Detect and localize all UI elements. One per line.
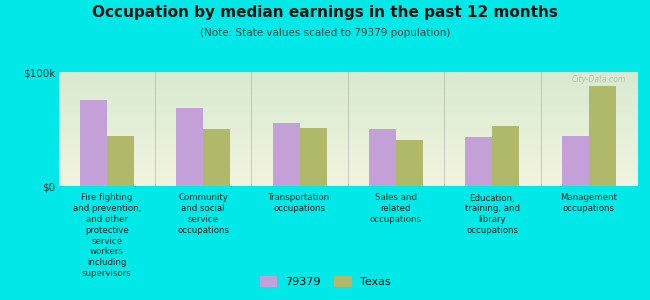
Text: Transportation
occupations: Transportation occupations bbox=[268, 194, 331, 213]
Bar bbox=[589, 86, 616, 186]
Bar bbox=[176, 109, 203, 186]
Text: Education,
training, and
library
occupations: Education, training, and library occupat… bbox=[465, 194, 520, 235]
Bar bbox=[465, 137, 493, 186]
Text: Fire fighting
and prevention,
and other
protective
service
workers
including
sup: Fire fighting and prevention, and other … bbox=[73, 194, 141, 278]
Bar bbox=[492, 126, 519, 186]
Text: Community
and social
service
occupations: Community and social service occupations bbox=[177, 194, 229, 235]
Bar bbox=[272, 123, 300, 186]
Text: Management
occupations: Management occupations bbox=[560, 194, 617, 213]
Bar bbox=[107, 136, 134, 186]
Text: Occupation by median earnings in the past 12 months: Occupation by median earnings in the pas… bbox=[92, 4, 558, 20]
Bar bbox=[80, 100, 107, 186]
Bar bbox=[369, 129, 396, 186]
Bar bbox=[396, 140, 423, 186]
Text: City-Data.com: City-Data.com bbox=[571, 75, 625, 84]
Bar bbox=[203, 129, 230, 186]
Text: Sales and
related
occupations: Sales and related occupations bbox=[370, 194, 422, 224]
Legend: 79379, Texas: 79379, Texas bbox=[255, 272, 395, 291]
Bar bbox=[562, 136, 589, 186]
Text: (Note: State values scaled to 79379 population): (Note: State values scaled to 79379 popu… bbox=[200, 28, 450, 38]
Bar bbox=[300, 128, 326, 186]
